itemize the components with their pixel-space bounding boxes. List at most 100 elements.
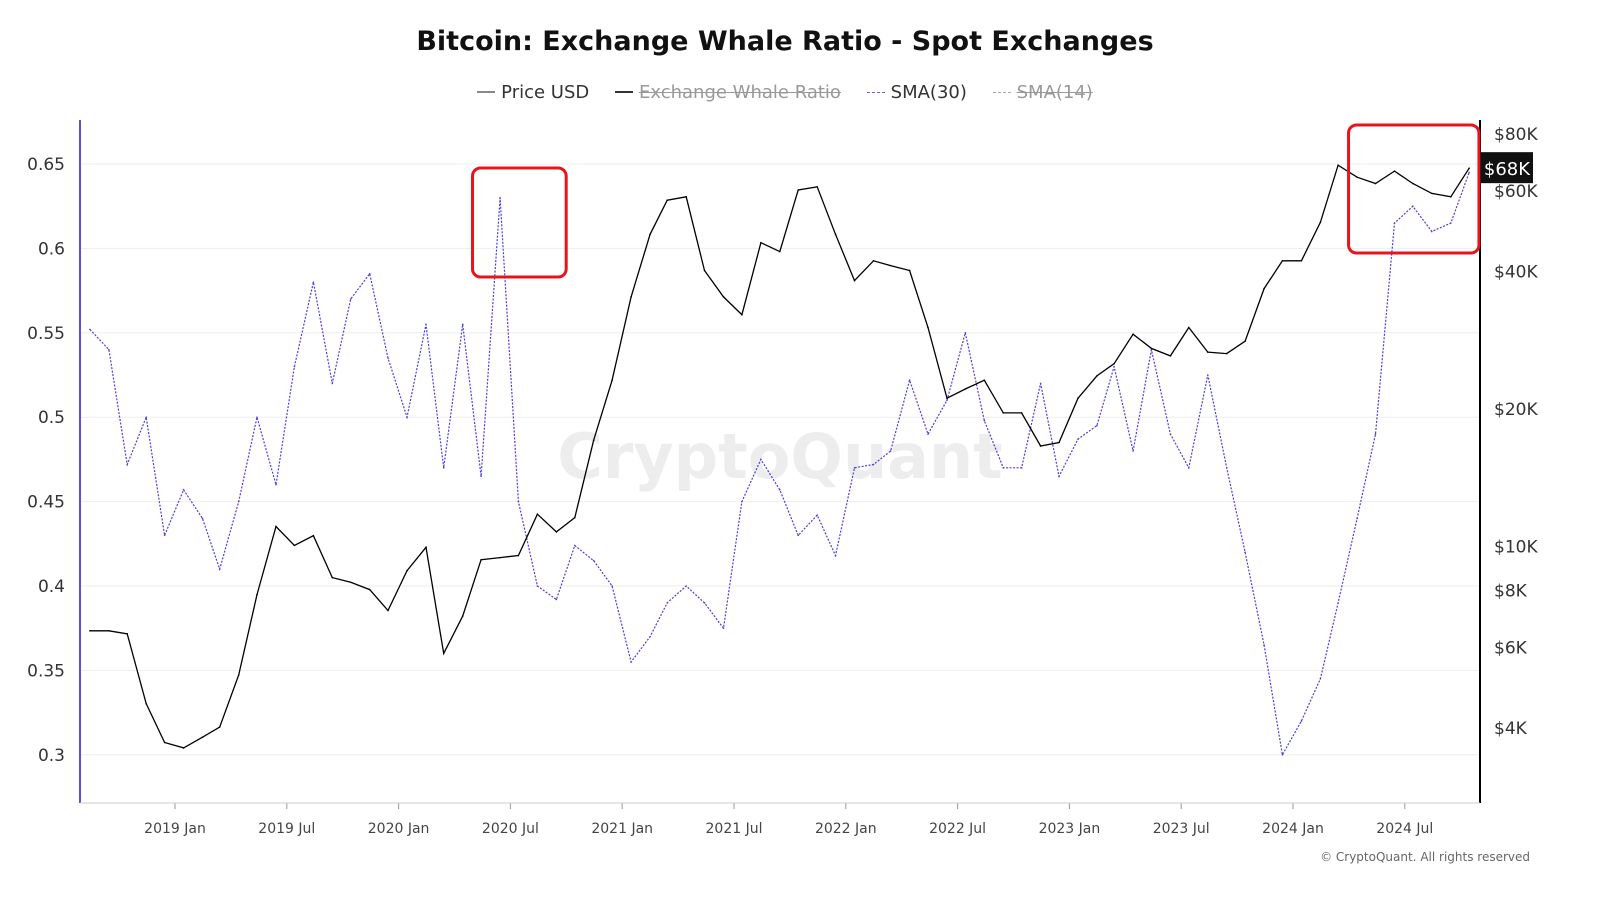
price-point bbox=[108, 629, 110, 632]
price-point bbox=[797, 189, 800, 191]
price-point bbox=[312, 534, 315, 537]
sma30-point bbox=[293, 365, 296, 368]
sma30-point bbox=[201, 517, 204, 520]
y-left-tick-label: 0.55 bbox=[27, 324, 65, 344]
sma30-point bbox=[649, 635, 651, 638]
sma30-point bbox=[703, 602, 706, 604]
sma30-point bbox=[1058, 475, 1060, 478]
price-point bbox=[293, 544, 296, 547]
sma30-point bbox=[349, 298, 352, 300]
sma30-point bbox=[1096, 424, 1098, 427]
price-point bbox=[1058, 441, 1060, 444]
sma30-point bbox=[126, 463, 129, 466]
price-point bbox=[1468, 167, 1470, 169]
current-price-tag bbox=[1481, 152, 1533, 184]
price-point bbox=[1132, 333, 1134, 336]
sma30-point bbox=[1300, 720, 1303, 722]
sma30-point bbox=[908, 379, 911, 381]
sma30-point bbox=[1281, 754, 1284, 756]
sma30-point bbox=[1113, 365, 1115, 368]
x-tick-label: 2020 Jan bbox=[368, 821, 430, 837]
price-point bbox=[163, 741, 166, 744]
sma30-point bbox=[1077, 438, 1079, 440]
sma30-point bbox=[834, 554, 837, 557]
sma30-point bbox=[163, 534, 166, 537]
sma30-point bbox=[1374, 433, 1377, 435]
sma30-point bbox=[442, 467, 445, 469]
sma30-point bbox=[1244, 551, 1246, 554]
sma30-point bbox=[611, 585, 613, 587]
legend-item-sma30[interactable]: SMA(30) bbox=[866, 82, 967, 103]
sma30-point bbox=[182, 488, 185, 491]
sma30-point bbox=[536, 585, 539, 587]
sma30-point bbox=[1412, 205, 1414, 207]
price-point bbox=[1225, 352, 1228, 355]
legend-label: SMA(14) bbox=[1016, 82, 1093, 103]
price-point bbox=[1244, 340, 1246, 342]
sma30-point bbox=[425, 323, 427, 326]
sma30-point bbox=[368, 272, 371, 275]
price-point bbox=[1206, 351, 1209, 353]
price-point bbox=[1449, 195, 1452, 198]
sma30-point bbox=[964, 332, 967, 334]
sma30-point bbox=[312, 281, 315, 283]
price-point bbox=[425, 546, 427, 549]
sma30-point bbox=[1393, 222, 1396, 224]
y-left-tick-label: 0.45 bbox=[27, 493, 65, 513]
x-tick-label: 2024 Jan bbox=[1262, 821, 1324, 837]
sma30-point bbox=[816, 514, 818, 516]
legend-item-sma14[interactable]: SMA(14) bbox=[992, 82, 1093, 103]
price-point bbox=[649, 233, 651, 236]
x-tick-label: 2019 Jul bbox=[258, 821, 315, 837]
sma30-point bbox=[592, 559, 595, 562]
sma30-point bbox=[1169, 433, 1172, 435]
y-right-tick-label: $10K bbox=[1494, 537, 1538, 557]
price-point bbox=[182, 747, 185, 749]
sma30-point bbox=[1449, 222, 1452, 224]
sma30-point bbox=[1225, 467, 1228, 469]
y-left-tick-label: 0.6 bbox=[38, 239, 65, 259]
price-point bbox=[685, 195, 687, 198]
x-tick-label: 2024 Jul bbox=[1376, 821, 1433, 837]
y-left-tick-label: 0.4 bbox=[38, 577, 65, 597]
price-point bbox=[1077, 397, 1079, 400]
price-point bbox=[1412, 182, 1414, 185]
copyright-footer: © CryptoQuant. All rights reserved bbox=[1320, 850, 1530, 864]
sma30-point bbox=[685, 585, 687, 587]
price-point bbox=[927, 326, 929, 329]
legend-item-price[interactable]: Price USD bbox=[477, 82, 589, 103]
sma30-point bbox=[275, 483, 277, 486]
x-tick-label: 2023 Jan bbox=[1039, 821, 1101, 837]
sma30-point bbox=[630, 661, 632, 663]
y-right-tick-label: $60K bbox=[1494, 182, 1538, 202]
sma30-line bbox=[89, 172, 1470, 757]
sma30-point bbox=[573, 544, 576, 547]
price-point bbox=[387, 609, 389, 612]
price-point bbox=[1113, 362, 1115, 365]
price-point bbox=[1356, 176, 1358, 179]
price-point bbox=[1300, 259, 1303, 262]
sma30-point bbox=[1319, 678, 1322, 680]
watermark: CryptoQuant bbox=[557, 420, 1003, 493]
price-point bbox=[872, 259, 875, 262]
y-right-tick-label: $20K bbox=[1494, 400, 1538, 420]
price-point bbox=[964, 388, 967, 390]
sma30-point bbox=[517, 500, 520, 503]
price-point bbox=[126, 633, 129, 635]
sma30-point bbox=[480, 475, 482, 478]
sma30-point bbox=[1337, 602, 1339, 604]
price-point bbox=[368, 588, 371, 591]
legend-item-whale-ratio[interactable]: Exchange Whale Ratio bbox=[615, 82, 841, 103]
sma30-point bbox=[218, 568, 221, 570]
sma30-point bbox=[1002, 467, 1005, 469]
sma30-point bbox=[760, 458, 762, 461]
price-point bbox=[480, 558, 482, 561]
price-point bbox=[536, 513, 539, 516]
sma30-point bbox=[145, 416, 148, 419]
price-point bbox=[145, 702, 148, 705]
legend-label: Price USD bbox=[501, 81, 590, 103]
y-right-tick-label: $80K bbox=[1494, 125, 1538, 145]
price-point bbox=[908, 269, 911, 272]
price-point bbox=[592, 439, 595, 441]
sma30-point bbox=[237, 500, 240, 503]
